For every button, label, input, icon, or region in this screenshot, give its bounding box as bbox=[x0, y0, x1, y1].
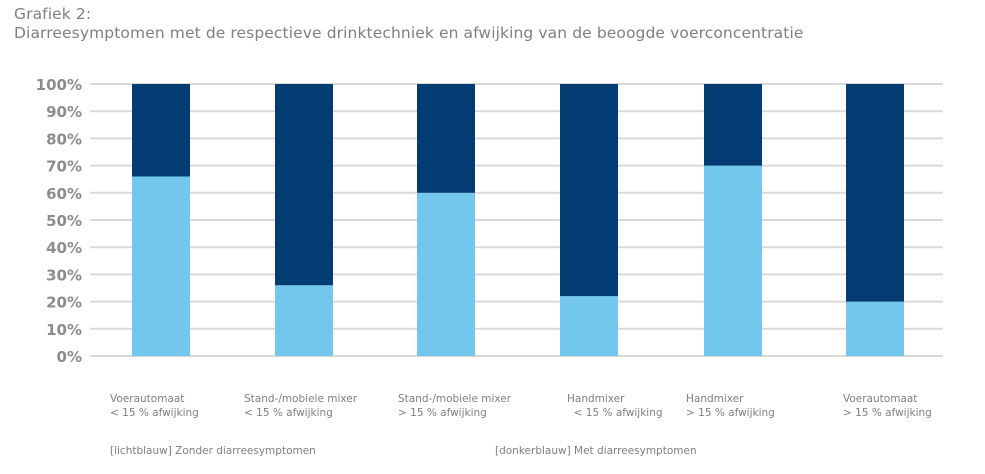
x-label-line-2: < 15 % afwijking bbox=[244, 407, 333, 419]
x-label-line-1: Handmixer bbox=[686, 393, 744, 405]
y-tick-label: 40% bbox=[46, 239, 82, 257]
y-tick-label: 30% bbox=[46, 266, 82, 284]
y-tick-label: 70% bbox=[46, 158, 82, 176]
gridlines bbox=[90, 83, 943, 357]
y-tick-label: 50% bbox=[46, 212, 82, 230]
x-axis-label: Voerautomaat < 15 % afwijking bbox=[110, 392, 199, 420]
x-axis-label: Stand-/mobiele mixer > 15 % afwijking bbox=[398, 392, 511, 420]
y-tick-label: 60% bbox=[46, 185, 82, 203]
x-axis-label: Handmixer > 15 % afwijking bbox=[686, 392, 775, 420]
bar-segment-met-6 bbox=[846, 84, 904, 302]
chart-title: Grafiek 2: Diarreesymptomen met de respe… bbox=[14, 5, 804, 43]
x-axis-label: Voerautomaat > 15 % afwijking bbox=[843, 392, 932, 420]
title-line-2: Diarreesymptomen met de respectieve drin… bbox=[14, 24, 804, 42]
y-tick-label: 20% bbox=[46, 294, 82, 312]
x-label-line-2: > 15 % afwijking bbox=[398, 407, 487, 419]
x-axis-label: Stand-/mobiele mixer < 15 % afwijking bbox=[244, 392, 357, 420]
bar-segment-zonder-6 bbox=[846, 301, 904, 356]
y-tick-label: 10% bbox=[46, 321, 82, 339]
x-label-line-1: Voerautomaat bbox=[843, 393, 918, 405]
y-tick-label: 90% bbox=[46, 103, 82, 121]
x-label-line-1: Stand-/mobiele mixer bbox=[244, 393, 358, 405]
x-label-line-2: < 15 % afwijking bbox=[567, 407, 663, 419]
bar-segment-met-2 bbox=[275, 84, 333, 286]
y-tick-label: 100% bbox=[36, 76, 82, 94]
x-label-line-1: Handmixer bbox=[567, 393, 625, 405]
title-line-1: Grafiek 2: bbox=[14, 5, 92, 23]
x-label-line-2: > 15 % afwijking bbox=[686, 407, 775, 419]
bar-segment-met-1 bbox=[132, 84, 190, 177]
x-label-line-2: < 15 % afwijking bbox=[110, 407, 199, 419]
bar-segment-met-5 bbox=[704, 84, 762, 166]
bar-segment-zonder-1 bbox=[132, 176, 190, 356]
x-label-line-1: Stand-/mobiele mixer bbox=[398, 393, 512, 405]
bar-segment-met-4 bbox=[560, 84, 618, 297]
bar-segment-zonder-3 bbox=[417, 192, 475, 356]
y-axis-ticks: 0% 10% 20% 30% 40% 50% 60% 70% 80% 90% 100% bbox=[36, 76, 82, 366]
y-tick-label: 80% bbox=[46, 130, 82, 148]
legend-light: [lichtblauw] Zonder diarreesymptomen bbox=[110, 445, 316, 457]
y-tick-label: 0% bbox=[57, 348, 82, 366]
x-label-line-2: > 15 % afwijking bbox=[843, 407, 932, 419]
bar-segment-met-3 bbox=[417, 84, 475, 193]
x-label-line-1: Voerautomaat bbox=[110, 393, 185, 405]
bars bbox=[132, 84, 904, 356]
bar-segment-zonder-4 bbox=[560, 296, 618, 356]
bar-segment-zonder-5 bbox=[704, 165, 762, 356]
legend-dark: [donkerblauw] Met diarreesymptomen bbox=[495, 445, 697, 457]
x-axis-label: Handmixer < 15 % afwijking bbox=[567, 392, 663, 420]
bar-segment-zonder-2 bbox=[275, 285, 333, 356]
